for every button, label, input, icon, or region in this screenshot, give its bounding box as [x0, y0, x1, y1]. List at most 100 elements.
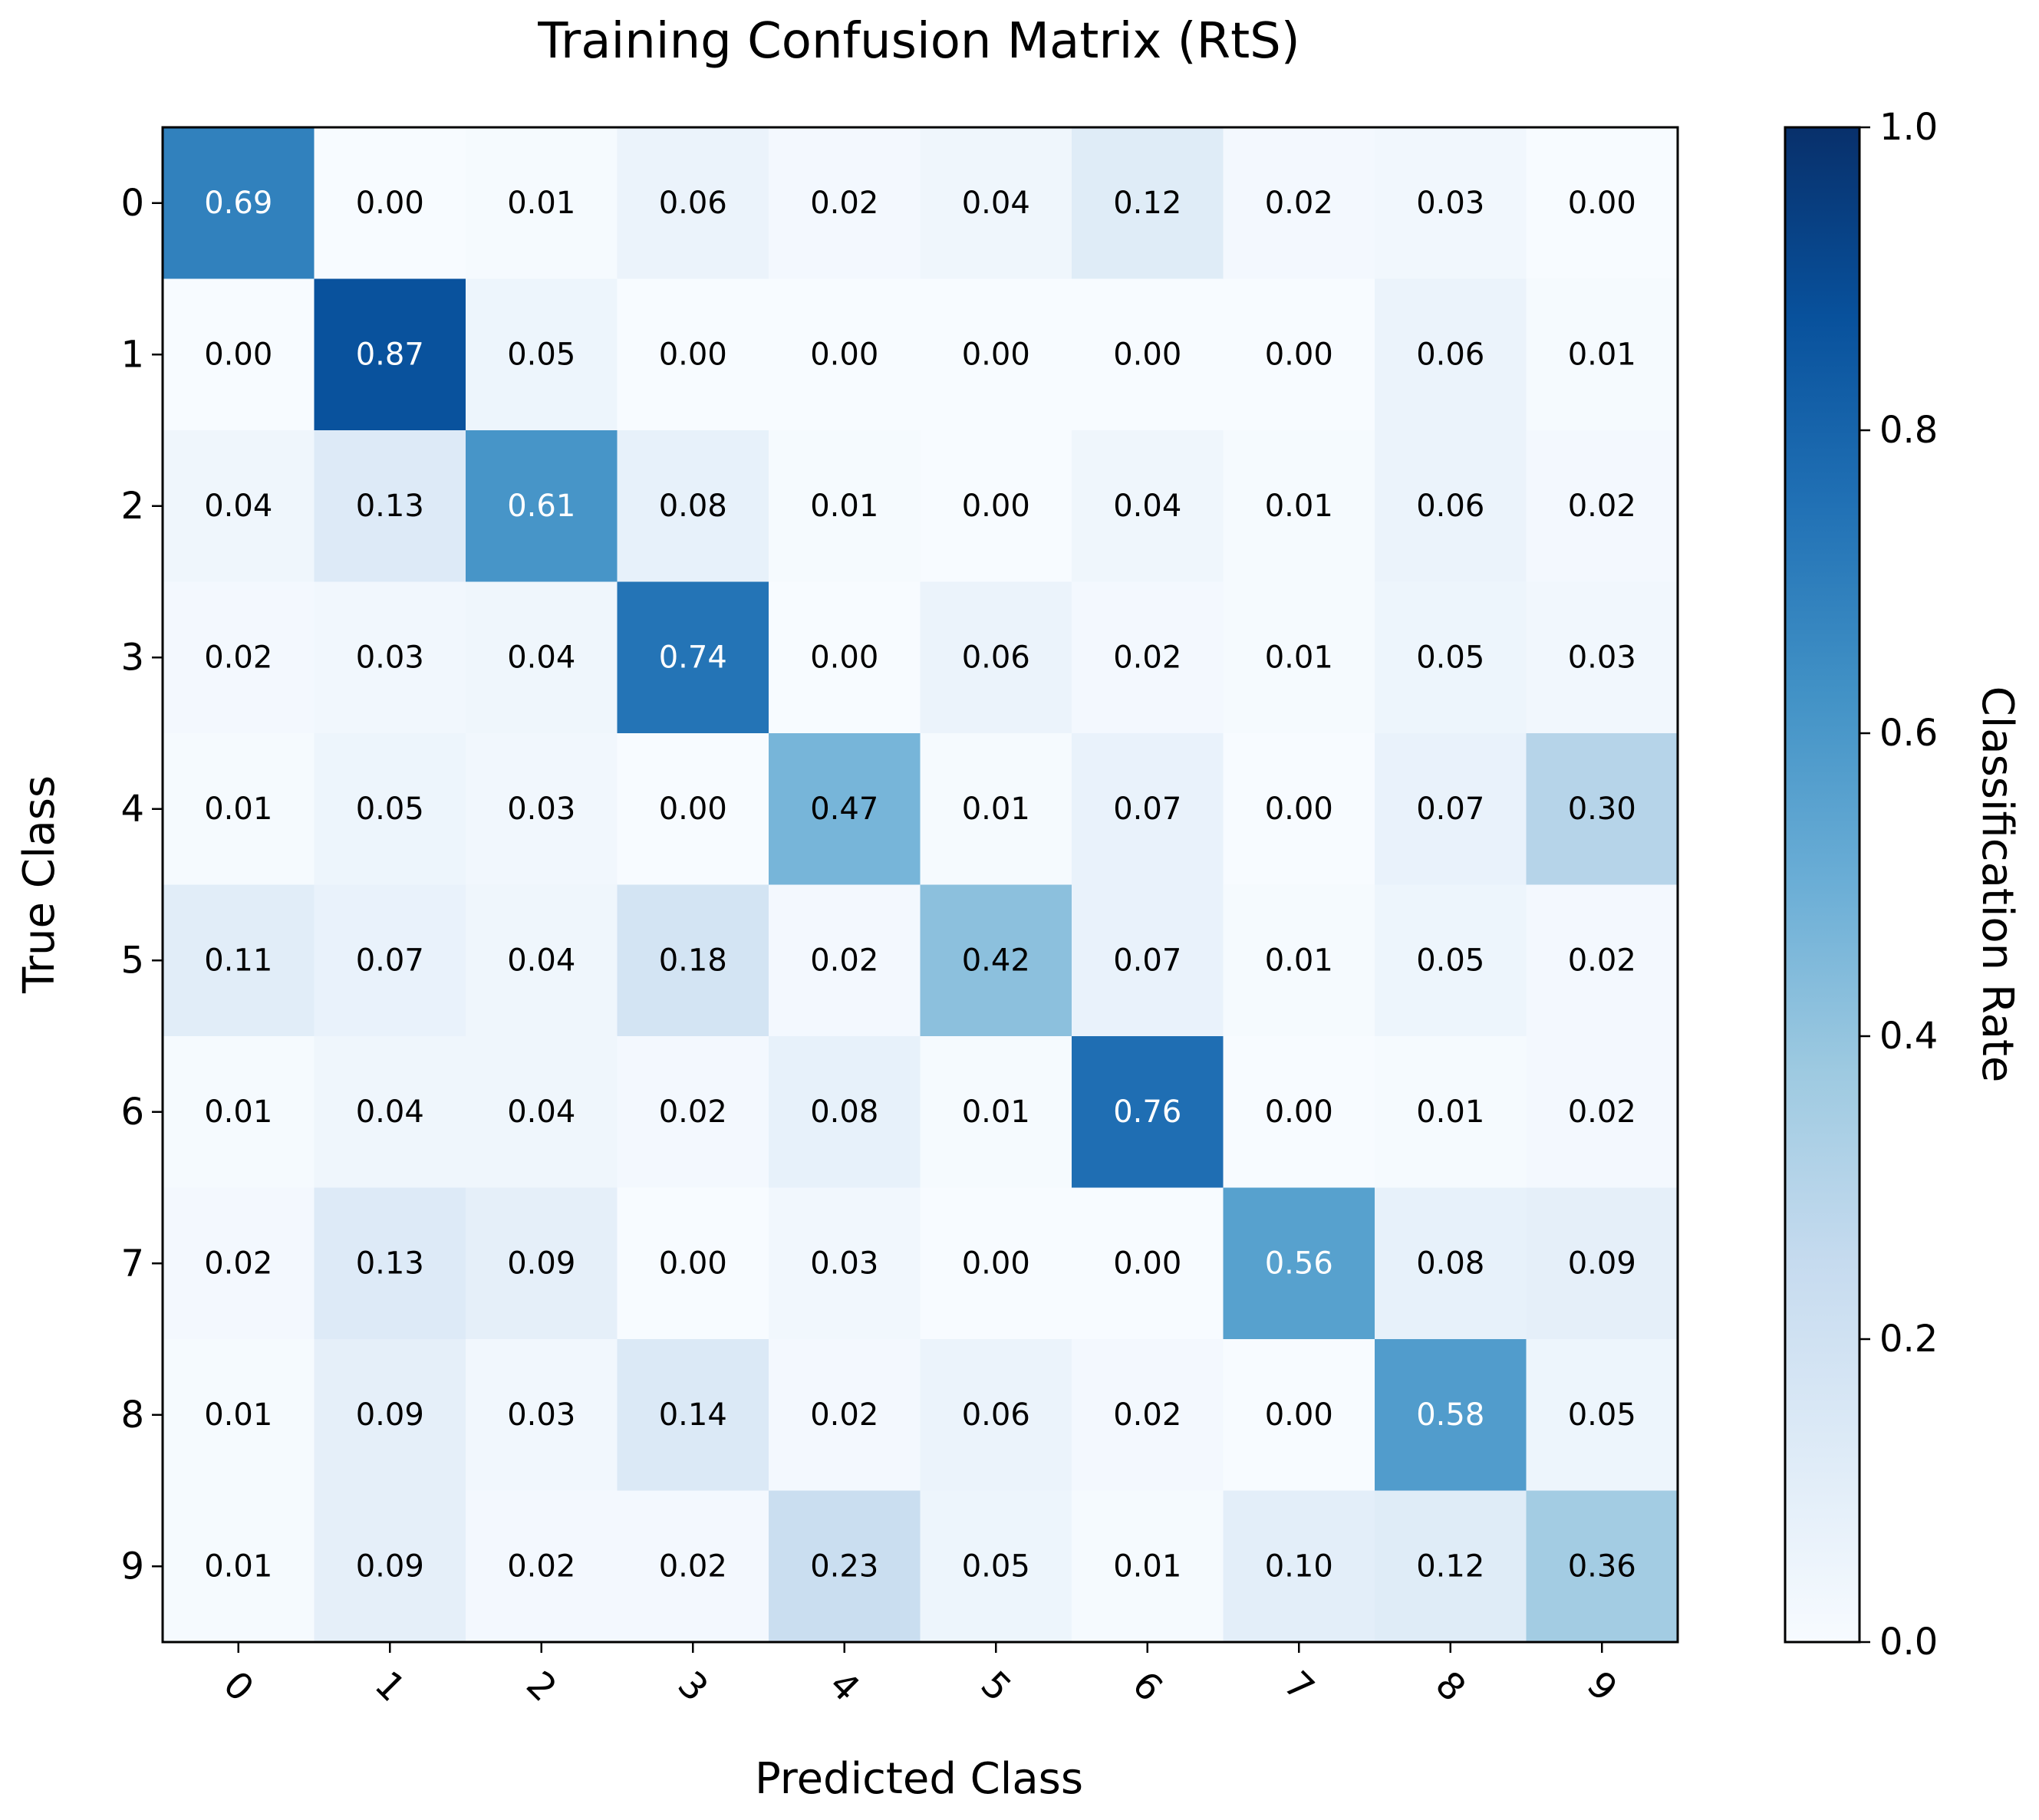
heatmap-cell [1072, 278, 1224, 431]
heatmap-cell [1526, 127, 1678, 280]
cell-value-label: 0.00 [356, 186, 424, 221]
y-tick-label: 1 [120, 333, 144, 376]
cell-value-label: 0.02 [204, 640, 272, 675]
heatmap-cell [1072, 1490, 1224, 1643]
heatmap-cell [1223, 430, 1375, 583]
heatmap-cell [163, 127, 315, 280]
heatmap-cell [314, 884, 466, 1037]
heatmap-cell [920, 884, 1072, 1037]
x-tick-label: 0 [215, 1663, 262, 1710]
x-tick-label: 5 [973, 1663, 1020, 1710]
cell-value-label: 0.01 [1265, 943, 1333, 978]
cell-value-label: 0.08 [1416, 1246, 1484, 1281]
cell-value-label: 0.00 [1113, 337, 1181, 372]
cell-value-label: 0.47 [810, 792, 878, 827]
heatmap-cell [920, 581, 1072, 734]
cell-value-label: 0.01 [962, 792, 1030, 827]
y-axis-ticks: 0 1 2 3 4 5 6 7 8 9 [120, 182, 163, 1588]
heatmap-cell [163, 1187, 315, 1340]
heatmap-cell [920, 1339, 1072, 1492]
heatmap-cell [314, 1490, 466, 1643]
cell-value-label: 0.02 [810, 186, 878, 221]
heatmap-cell [1375, 884, 1527, 1037]
cell-value-label: 0.01 [1265, 640, 1333, 675]
y-axis-label: True Class [15, 775, 64, 994]
colorbar-tick-label: 0.6 [1879, 712, 1938, 755]
cell-value-label: 0.01 [1416, 1094, 1484, 1130]
heatmap-cell [314, 1187, 466, 1340]
cell-value-label: 0.09 [356, 1548, 424, 1584]
cell-value-label: 0.05 [962, 1548, 1030, 1584]
heatmap-cell [1072, 430, 1224, 583]
cell-value-label: 0.06 [1416, 489, 1484, 524]
cell-value-label: 0.00 [810, 337, 878, 372]
cell-value-label: 0.02 [1568, 943, 1636, 978]
cell-value-label: 0.01 [204, 1397, 272, 1433]
cell-value-label: 0.01 [810, 489, 878, 524]
colorbar-label: Classification Rate [1972, 686, 2022, 1083]
y-tick-label: 0 [120, 182, 144, 225]
cell-value-label: 0.14 [659, 1397, 727, 1433]
colorbar-tick-label: 1.0 [1879, 106, 1938, 149]
x-axis-label: Predicted Class [755, 1754, 1083, 1804]
heatmap-cell [314, 430, 466, 583]
cell-value-label: 0.69 [204, 186, 272, 221]
heatmap-cell [1375, 1187, 1527, 1340]
heatmap-cell [1526, 1036, 1678, 1189]
x-tick-label: 2 [518, 1663, 565, 1710]
cell-value-label: 0.07 [1416, 792, 1484, 827]
heatmap-cell [1223, 733, 1375, 886]
heatmap-cell [163, 1490, 315, 1643]
cell-value-label: 0.12 [1113, 186, 1181, 221]
x-tick-label: 6 [1124, 1663, 1171, 1710]
cell-value-label: 0.04 [356, 1094, 424, 1130]
colorbar-ticks: 0.0 0.2 0.4 0.6 0.8 1.0 [1859, 106, 1938, 1664]
heatmap-cell [1223, 1490, 1375, 1643]
cell-value-label: 0.04 [1113, 489, 1181, 524]
cell-value-label: 0.01 [962, 1094, 1030, 1130]
cell-value-label: 0.06 [962, 640, 1030, 675]
cell-value-label: 0.03 [356, 640, 424, 675]
heatmap-value-labels: 0.69 0.00 0.01 0.06 0.02 0.04 0.12 0.02 0.03 0.00… [204, 186, 1636, 1585]
heatmap-cell [466, 1339, 618, 1492]
heatmap-cell [617, 127, 769, 280]
cell-value-label: 0.10 [1265, 1548, 1333, 1584]
cell-value-label: 0.74 [659, 640, 727, 675]
cell-value-label: 0.02 [810, 943, 878, 978]
heatmap-cell [617, 733, 769, 886]
cell-value-label: 0.61 [507, 489, 575, 524]
heatmap-cell [1526, 1187, 1678, 1340]
x-axis-ticks: 0 1 2 3 4 5 6 7 8 9 [215, 1642, 1626, 1710]
heatmap-cell [1223, 1187, 1375, 1340]
heatmap-cell [920, 1036, 1072, 1189]
heatmap-cell [769, 430, 921, 583]
heatmap-cell [1526, 581, 1678, 734]
heatmap-cell [920, 127, 1072, 280]
x-tick-label: 3 [670, 1663, 716, 1710]
heatmap-cell [769, 1036, 921, 1189]
cell-value-label: 0.01 [204, 1094, 272, 1130]
heatmap-cell [163, 278, 315, 431]
cell-value-label: 0.00 [962, 1246, 1030, 1281]
cell-value-label: 0.06 [1416, 337, 1484, 372]
cell-value-label: 0.02 [1265, 186, 1333, 221]
heatmap-cell [163, 884, 315, 1037]
cell-value-label: 0.02 [1113, 1397, 1181, 1433]
cell-value-label: 0.05 [1416, 943, 1484, 978]
cell-value-label: 0.02 [1568, 1094, 1636, 1130]
heatmap-cell [1375, 581, 1527, 734]
y-tick-label: 4 [120, 788, 144, 831]
cell-value-label: 0.06 [659, 186, 727, 221]
heatmap-cell [1223, 127, 1375, 280]
heatmap-cell [163, 1036, 315, 1189]
cell-value-label: 0.00 [1113, 1246, 1181, 1281]
cell-value-label: 0.36 [1568, 1548, 1636, 1584]
cell-value-label: 0.08 [810, 1094, 878, 1130]
heatmap-cell [1526, 430, 1678, 583]
y-tick-label: 6 [120, 1091, 144, 1134]
heatmap-cell [1072, 733, 1224, 886]
cell-value-label: 0.18 [659, 943, 727, 978]
heatmap-cell [617, 278, 769, 431]
cell-value-label: 0.04 [507, 640, 575, 675]
heatmap-cell [1223, 884, 1375, 1037]
